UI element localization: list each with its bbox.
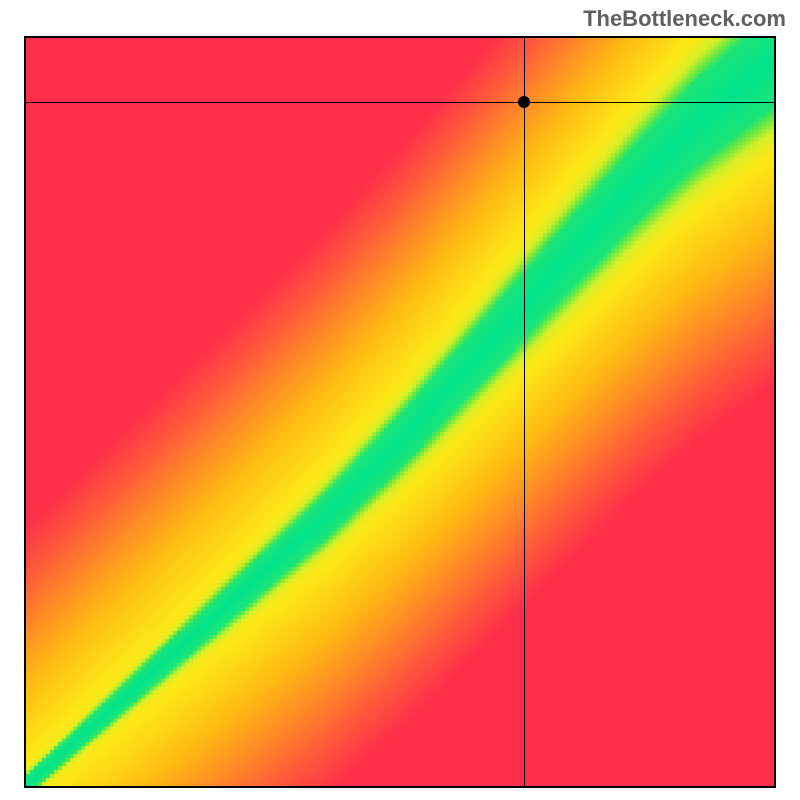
crosshair-vertical — [524, 38, 525, 786]
crosshair-marker — [518, 96, 530, 108]
crosshair-horizontal — [26, 102, 774, 103]
watermark: TheBottleneck.com — [583, 6, 786, 32]
heatmap-surface — [26, 38, 774, 786]
heatmap-canvas — [26, 38, 774, 786]
bottleneck-heatmap — [24, 36, 776, 788]
